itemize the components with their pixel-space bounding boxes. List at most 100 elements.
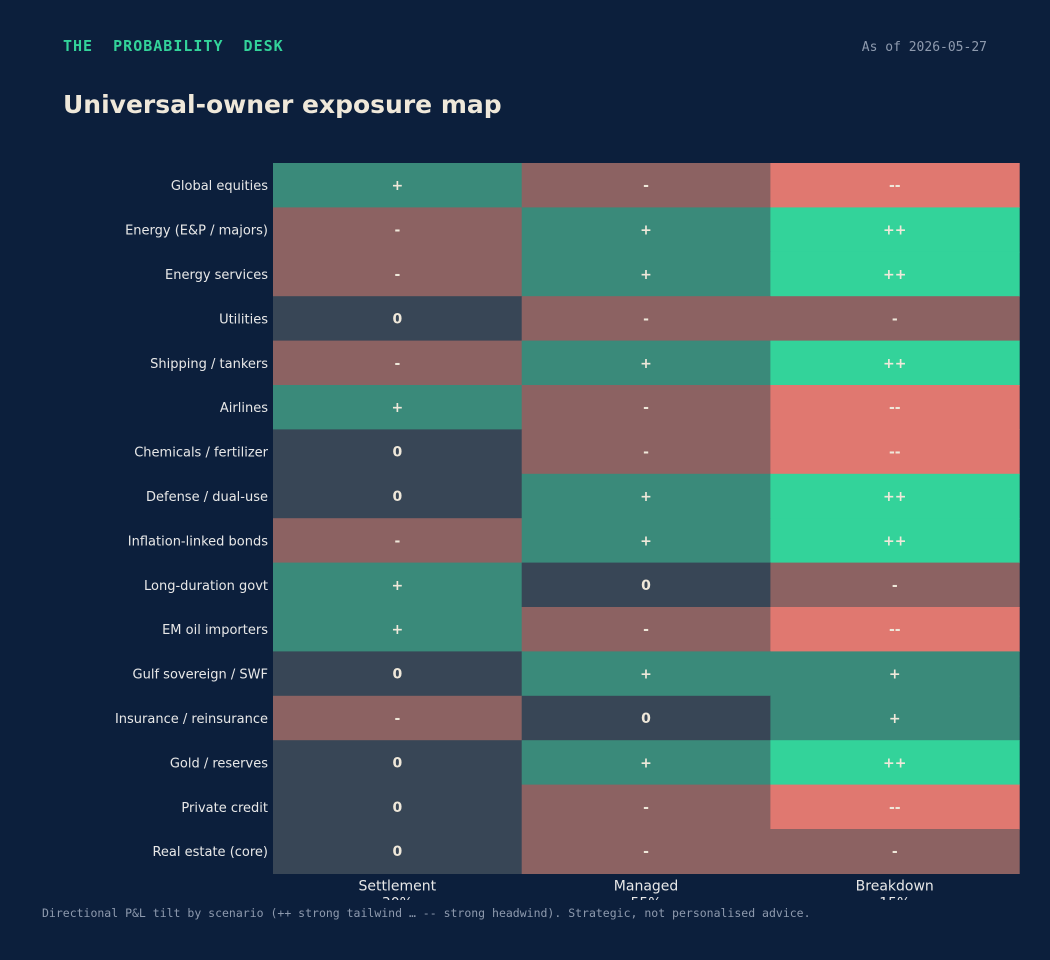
heatmap-cell: [521, 385, 771, 430]
heatmap-cell: [770, 296, 1020, 342]
cell-value: -: [394, 533, 400, 549]
cell-value: 0: [392, 311, 402, 327]
cell-value: ++: [883, 489, 906, 505]
cell-value: -: [643, 622, 649, 638]
row-label: Real estate (core): [152, 845, 268, 860]
heatmap-cell: [273, 385, 523, 430]
cell-value: -: [643, 800, 649, 816]
heatmap-cell: [521, 562, 771, 608]
cell-value: -: [394, 711, 400, 727]
cell-value: -: [643, 400, 649, 416]
cell-value: -: [643, 445, 649, 461]
cell-value: +: [391, 178, 403, 194]
heatmap-cell: [770, 784, 1020, 830]
heatmap-cell: [273, 784, 523, 830]
row-label: Utilities: [219, 312, 268, 327]
cell-value: --: [889, 400, 901, 416]
heatmap-cell: [273, 429, 523, 475]
cell-value: -: [643, 844, 649, 860]
cell-value: -: [892, 311, 898, 327]
heatmap-cell: [770, 251, 1020, 297]
cell-value: +: [640, 356, 652, 372]
as-of-date: As of 2026-05-27: [861, 40, 987, 55]
cell-value: 0: [392, 800, 402, 816]
cell-value: 0: [392, 844, 402, 860]
heatmap-cell: [273, 518, 523, 564]
cell-value: 0: [392, 755, 402, 771]
heatmap-cell: [273, 251, 523, 297]
heatmap-cell: [770, 429, 1020, 475]
heatmap-cell: [273, 163, 523, 208]
heatmap-cell: [273, 651, 523, 697]
cell-value: +: [391, 400, 403, 416]
cell-value: 0: [392, 445, 402, 461]
cell-value: 0: [392, 667, 402, 683]
row-label: Energy services: [165, 268, 268, 283]
heatmap-cell: [521, 473, 771, 519]
row-label: Global equities: [171, 179, 268, 194]
row-label: Inflation-linked bonds: [128, 534, 268, 549]
row-label: Private credit: [181, 801, 268, 816]
cell-value: +: [640, 267, 652, 283]
cell-value: ++: [883, 267, 906, 283]
cell-value: --: [889, 445, 901, 461]
row-label: Long-duration govt: [144, 579, 268, 594]
footnote: Directional P&L tilt by scenario (++ str…: [42, 906, 811, 920]
heatmap-cell: [770, 651, 1020, 697]
heatmap-cell: [521, 340, 771, 386]
cell-value: 0: [641, 711, 651, 727]
row-label: Gulf sovereign / SWF: [133, 668, 268, 683]
cell-value: -: [892, 844, 898, 860]
heatmap-cell: [273, 207, 523, 253]
column-label: Breakdown: [856, 878, 934, 894]
row-label: Defense / dual-use: [146, 490, 268, 505]
cell-value: +: [889, 711, 901, 727]
chart-title: Universal-owner exposure map: [63, 90, 502, 119]
heatmap-cell: [770, 385, 1020, 430]
cell-value: --: [889, 622, 901, 638]
heatmap-cell: [770, 740, 1020, 786]
heatmap-cell: [521, 651, 771, 697]
heatmap-cell: [770, 473, 1020, 519]
cell-value: ++: [883, 755, 906, 771]
heatmap-cell: [273, 695, 523, 741]
heatmap-cell: [521, 207, 771, 253]
cell-value: +: [640, 489, 652, 505]
column-weight: 15%: [879, 895, 910, 900]
heatmap-cell: [521, 607, 771, 652]
heatmap-cell: [770, 340, 1020, 386]
cell-value: +: [889, 667, 901, 683]
column-weight: 55%: [630, 895, 661, 900]
row-label: Gold / reserves: [170, 756, 268, 771]
heatmap-cell: [770, 207, 1020, 253]
heatmap-cell: [273, 740, 523, 786]
heatmap-cell: [521, 251, 771, 297]
cell-value: --: [889, 800, 901, 816]
cell-value: -: [394, 223, 400, 239]
cell-value: +: [391, 622, 403, 638]
heatmap-cell: [273, 340, 523, 386]
cell-value: -: [643, 311, 649, 327]
heatmap-cell: [273, 473, 523, 519]
cell-value: -: [394, 356, 400, 372]
row-label: Airlines: [220, 401, 268, 416]
cell-value: -: [394, 267, 400, 283]
heatmap-cell: [521, 784, 771, 830]
cell-value: -: [643, 178, 649, 194]
exposure-heatmap: Global equities + - --Energy (E&P / majors)…: [115, 163, 1020, 900]
cell-value: +: [640, 533, 652, 549]
row-label: Shipping / tankers: [150, 357, 268, 372]
cell-value: ++: [883, 533, 906, 549]
heatmap-cell: [273, 829, 523, 874]
cell-value: 0: [392, 489, 402, 505]
heatmap-cell: [521, 829, 771, 874]
heatmap-cell: [770, 518, 1020, 564]
cell-value: +: [640, 667, 652, 683]
heatmap-cell: [521, 429, 771, 475]
column-label: Settlement: [359, 878, 437, 894]
heatmap-cell: [273, 607, 523, 652]
heatmap-cell: [521, 296, 771, 342]
heatmap-cell: [770, 607, 1020, 652]
heatmap-cell: [521, 695, 771, 741]
heatmap-cell: [770, 562, 1020, 608]
